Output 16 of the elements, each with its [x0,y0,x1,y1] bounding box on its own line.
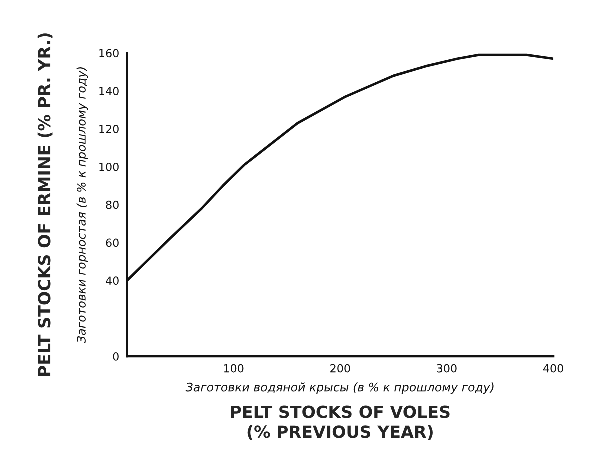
y-tick-label: 40 [106,276,119,286]
text: Заготовки водяной крысы (в % к прошлому году) [186,382,494,394]
x-tick-label: 300 [437,364,457,373]
y-tick-label: 60 [106,238,119,248]
x-tick-label: 100 [224,364,244,373]
y-tick-label: 80 [106,200,119,210]
text: Заготовки горностая (в % к прошлому году) [76,68,88,344]
y-tick-label: 100 [100,162,119,172]
x-tick-label: 400 [543,364,564,373]
y-tick-label: 0 [113,352,119,361]
y-tick-label: 140 [100,87,119,96]
x-tick-label: 200 [330,364,350,373]
x-axis-title: PELT STOCKS OF VOLES (% PREVIOUS YEAR) [231,406,450,440]
y-tick-label: 160 [100,49,119,58]
y-axis-title: PELT STOCKS OF ERMINE (% PR. YR.) [38,34,53,376]
y-tick-label: 120 [100,125,119,134]
